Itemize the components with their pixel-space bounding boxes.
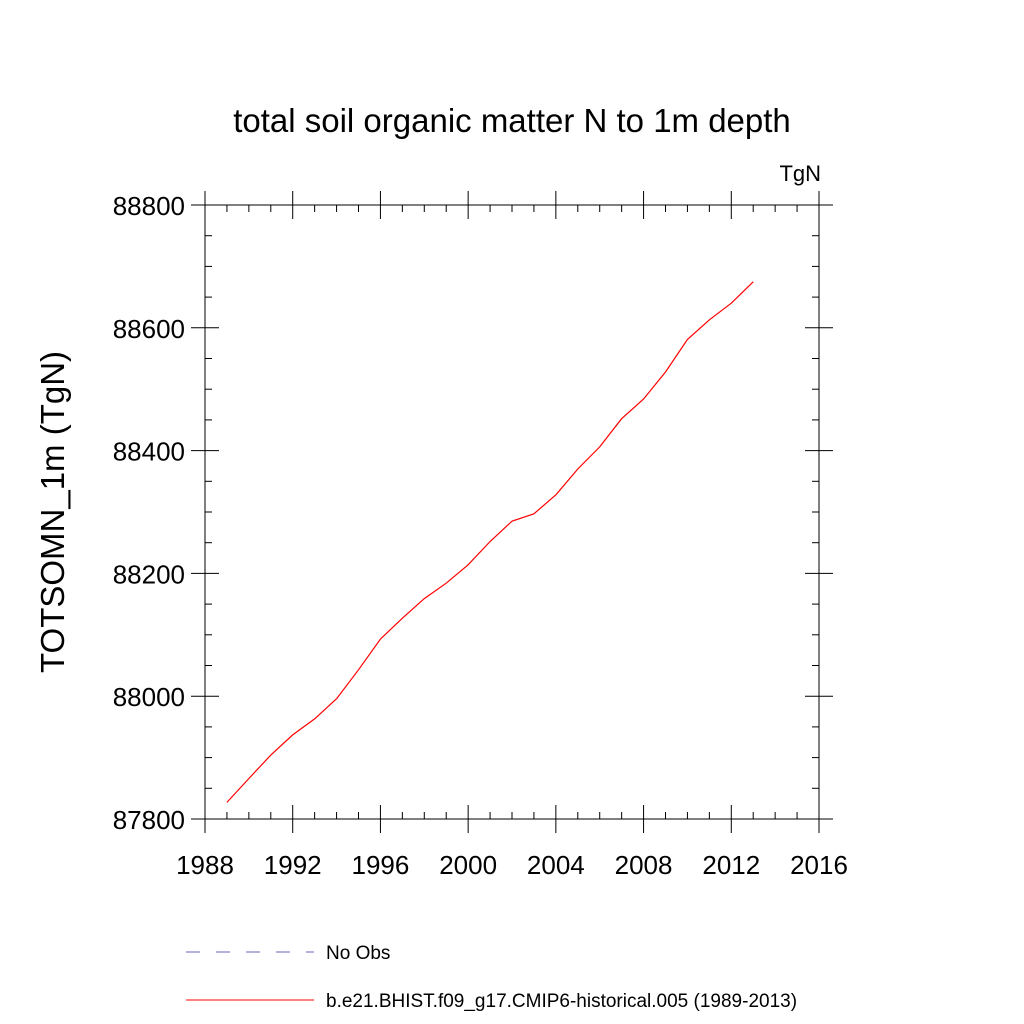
axis-ticks (191, 191, 833, 833)
y-tick-label: 88600 (113, 314, 185, 344)
series-lines (226, 281, 754, 803)
x-tick-label: 1996 (352, 850, 410, 880)
x-tick-labels: 1988 1992 1996 2000 2004 2008 2012 2016 (176, 850, 848, 880)
y-tick-label: 87800 (113, 805, 185, 835)
chart-title: total soil organic matter N to 1m depth (233, 102, 791, 139)
plot-frame (204, 204, 820, 820)
x-tick-label: 1992 (264, 850, 322, 880)
units-label: TgN (779, 161, 821, 186)
x-tick-label: 2012 (702, 850, 760, 880)
y-tick-label: 88400 (113, 437, 185, 467)
legend: No Obs b.e21.BHIST.f09_g17.CMIP6-historic… (186, 943, 797, 1012)
x-tick-label: 2004 (527, 850, 585, 880)
x-tick-label: 1988 (176, 850, 234, 880)
y-tick-labels: 87800 88000 88200 88400 88600 88800 (113, 191, 185, 835)
legend-label-0: No Obs (326, 943, 390, 964)
y-tick-label: 88800 (113, 191, 185, 221)
y-axis-label: TOTSOMN_1m (TgN) (34, 351, 71, 673)
x-tick-label: 2008 (615, 850, 673, 880)
series-line-1 (226, 281, 754, 803)
x-tick-label: 2000 (439, 850, 497, 880)
y-tick-label: 88000 (113, 682, 185, 712)
x-tick-label: 2016 (790, 850, 848, 880)
legend-label-1: b.e21.BHIST.f09_g17.CMIP6-historical.005… (326, 991, 797, 1012)
y-tick-label: 88200 (113, 559, 185, 589)
